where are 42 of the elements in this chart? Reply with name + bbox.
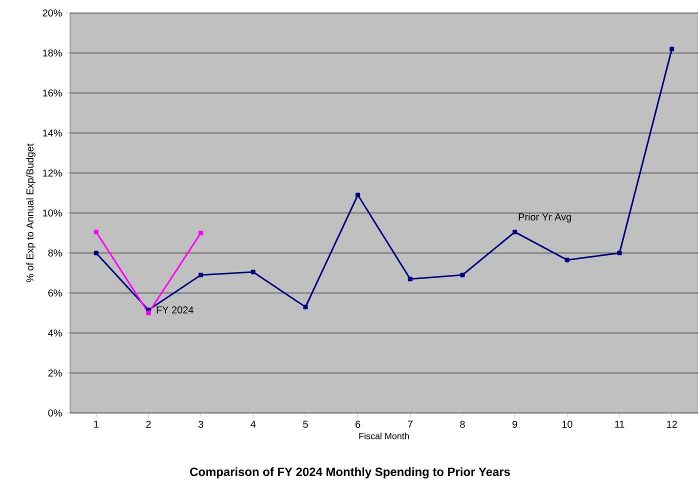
- point: [408, 276, 412, 282]
- x-tick-label: 7: [408, 420, 412, 428]
- y-tick-label: 12%: [43, 169, 62, 177]
- point: [198, 272, 204, 278]
- x-tick-label: 12: [667, 420, 677, 428]
- y-tick-label: 6%: [48, 289, 62, 297]
- y-tick-label: 10%: [43, 209, 62, 217]
- text: Comparison of FY 2024 Monthly Spending to Prior Years: [190, 467, 510, 478]
- y-tick-label: 18%: [43, 49, 62, 57]
- x-tick-label: 10: [562, 420, 572, 428]
- x-tick-label: 1: [94, 420, 98, 428]
- x-tick-label: 9: [512, 420, 518, 428]
- y-tick-label: 20%: [42, 9, 62, 17]
- y-tick-label: 0%: [48, 409, 62, 417]
- x-tick-label: 8: [460, 420, 465, 428]
- x-tick-label: 3: [198, 420, 204, 428]
- x-tick-label: 11: [615, 420, 624, 428]
- point: [198, 230, 204, 236]
- point: [250, 270, 256, 274]
- point: [617, 250, 622, 256]
- y-tick-label: 4%: [48, 330, 62, 336]
- x-tick-label: 6: [356, 420, 360, 428]
- point: [94, 250, 98, 256]
- point: [460, 272, 465, 278]
- series-label: Prior Yr Avg: [518, 213, 571, 222]
- point: [303, 304, 308, 310]
- y-tick-label: 2%: [48, 369, 62, 377]
- x-tick-label: 4: [250, 420, 256, 428]
- point: [512, 230, 518, 234]
- point: [670, 46, 674, 52]
- x-tick-label: 5: [303, 420, 308, 428]
- y-tick-label: 16%: [43, 89, 62, 97]
- y-axis-title: % of Exp to Annual Exp/Budget: [26, 144, 36, 282]
- point: [94, 230, 98, 234]
- y-tick-label: 8%: [48, 249, 62, 257]
- point: [564, 258, 570, 262]
- x-axis-title: Fiscal Month: [359, 432, 409, 440]
- point: [146, 310, 151, 316]
- x-tick-label: 2: [146, 420, 151, 428]
- y-tick-label: 14%: [43, 130, 62, 136]
- point: [356, 192, 360, 198]
- series-label: FY 2024: [156, 306, 194, 314]
